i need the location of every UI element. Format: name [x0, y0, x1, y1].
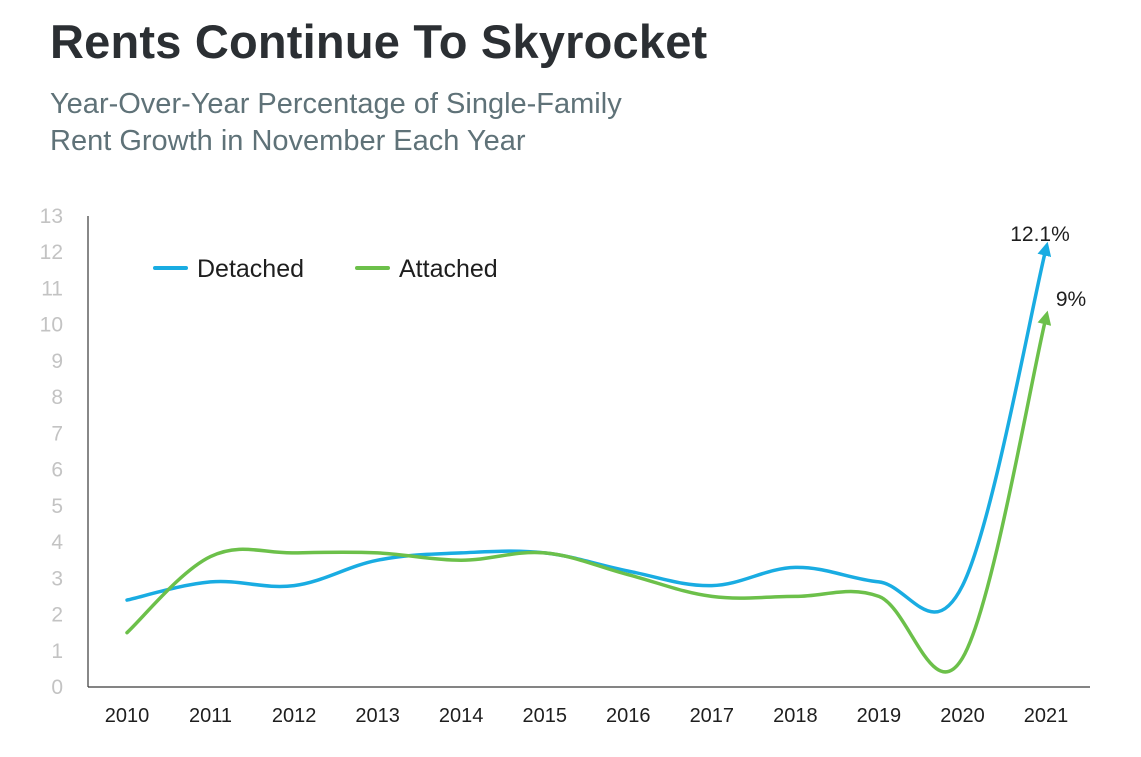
x-tick-label: 2015 — [522, 705, 567, 727]
x-tick-label: 2017 — [690, 705, 735, 727]
chart-subtitle: Year-Over-Year Percentage of Single-Fami… — [50, 86, 770, 160]
y-tick-label: 13 — [40, 205, 63, 228]
chart-subtitle-line-1: Year-Over-Year Percentage of Single-Fami… — [50, 88, 622, 120]
x-tick-label: 2010 — [105, 705, 150, 727]
x-tick-label: 2013 — [355, 705, 400, 727]
y-tick-label: 6 — [51, 459, 63, 482]
x-tick-label: 2011 — [189, 705, 232, 727]
data-labels: 12.1% 9% — [1010, 223, 1086, 311]
series-line-detached — [125, 241, 1052, 614]
y-tick-label: 2 — [51, 604, 63, 627]
x-tick-label: 2014 — [439, 705, 484, 727]
x-tick-label: 2020 — [940, 705, 985, 727]
y-tick-label: 10 — [40, 314, 63, 337]
legend-label-attached: Attached — [399, 255, 498, 283]
y-tick-label: 0 — [51, 676, 63, 699]
y-tick-label: 7 — [51, 422, 63, 445]
y-tick-label: 5 — [51, 495, 63, 518]
x-tick-label: 2021 — [1024, 705, 1069, 727]
y-tick-label: 3 — [51, 567, 63, 590]
chart-subtitle-line-2: Rent Growth in November Each Year — [50, 125, 526, 157]
legend-label-detached: Detached — [197, 255, 304, 283]
data-label-detached: 12.1% — [1010, 223, 1070, 246]
y-tick-label: 8 — [51, 386, 63, 409]
y-tick-label: 12 — [40, 241, 63, 264]
y-tick-label: 4 — [51, 531, 63, 554]
x-axis-ticks: 2010 2011 2012 2013 2014 2015 2016 2017 2018 2019… — [105, 705, 1069, 727]
x-tick-label: 2019 — [857, 705, 902, 727]
series-lines — [125, 241, 1052, 674]
y-tick-label: 1 — [51, 640, 63, 663]
y-tick-label: 9 — [51, 350, 63, 373]
chart-title: Rents Continue To Skyrocket — [50, 15, 708, 68]
x-tick-label: 2012 — [272, 705, 317, 727]
x-tick-label: 2018 — [773, 705, 818, 727]
axes — [87, 216, 1090, 688]
series-line-attached — [125, 310, 1052, 674]
data-label-attached: 9% — [1056, 288, 1086, 311]
legend: Detached Attached — [153, 255, 498, 283]
y-tick-label: 11 — [41, 277, 63, 300]
x-tick-label: 2016 — [606, 705, 651, 727]
